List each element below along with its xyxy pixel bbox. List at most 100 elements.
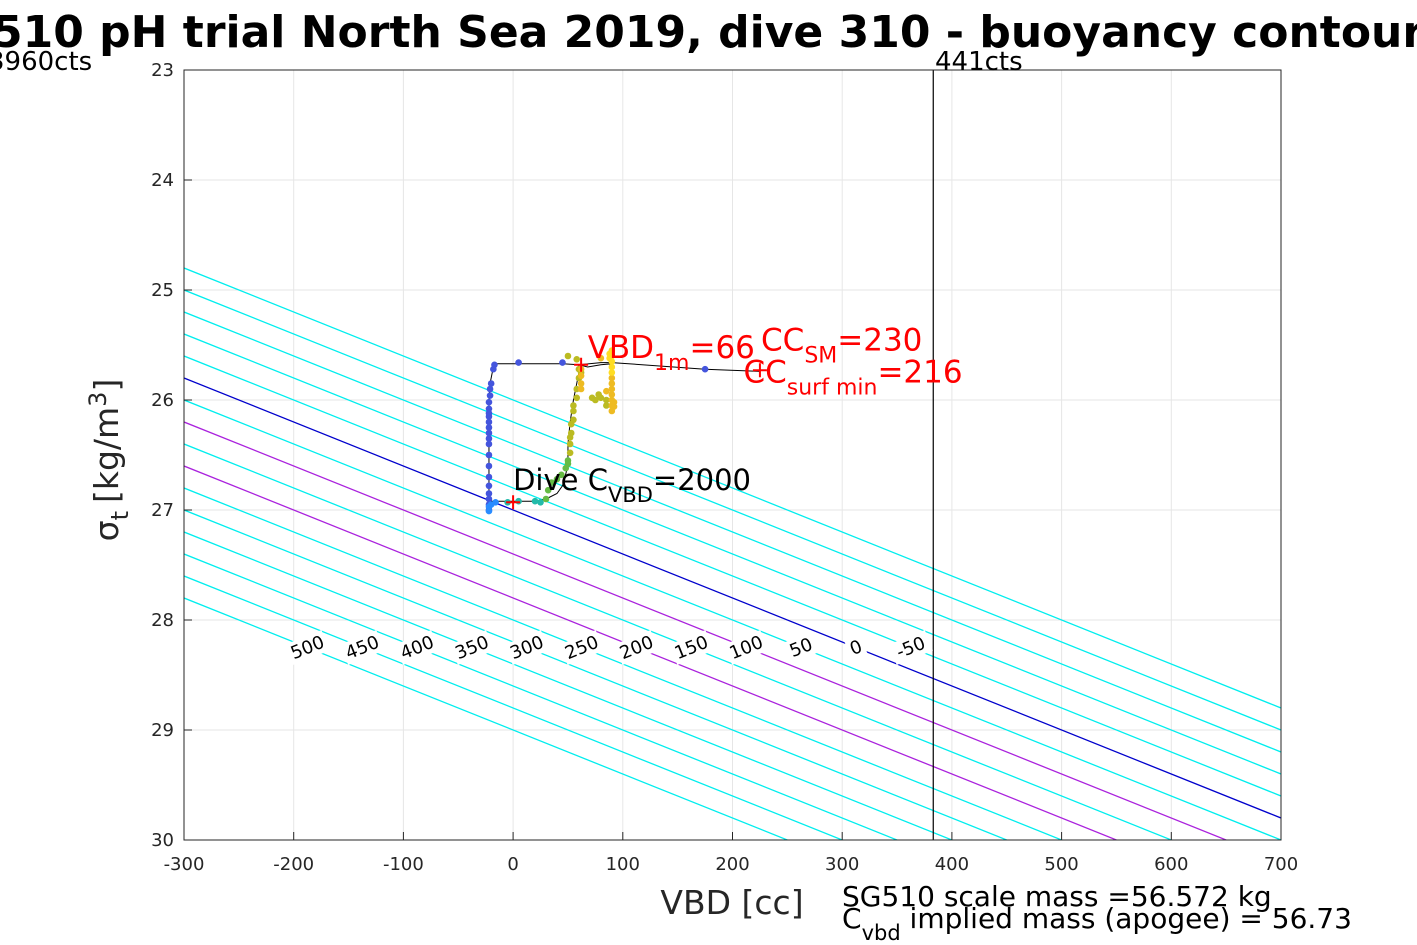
contour-label-bg-bottom-10 bbox=[340, 630, 385, 665]
data-point-5-3 bbox=[577, 385, 585, 393]
contour-line--250 bbox=[184, 267, 1281, 709]
dive-cvbd-main: Dive C bbox=[513, 463, 608, 497]
cc-sm-main: CC bbox=[761, 323, 804, 359]
data-point-5-1 bbox=[577, 372, 585, 380]
vbd-1m-annotation: VBD1m=66 bbox=[588, 330, 755, 376]
data-point-5-14 bbox=[603, 387, 610, 395]
data-point-0-6 bbox=[485, 462, 493, 470]
contour-label-bg-bottom-11 bbox=[285, 630, 330, 665]
contour-line-100 bbox=[184, 421, 1228, 840]
cc-surf-min-annotation: CCsurf min=216 bbox=[743, 354, 962, 400]
data-point-4-0 bbox=[566, 449, 574, 457]
contour-label-bottom-6: 250 bbox=[559, 630, 604, 665]
data-point-6-1 bbox=[608, 347, 616, 354]
marker-0 bbox=[574, 357, 589, 372]
data-points bbox=[485, 347, 709, 515]
y-axis-ticks: 23 24 25 26 27 28 29 30 bbox=[151, 60, 192, 851]
contour-label-bottom-1: 0 bbox=[843, 634, 868, 661]
cc-surf-value: =216 bbox=[877, 354, 962, 390]
vbd-1m-main: VBD bbox=[588, 330, 654, 366]
contour-line-400 bbox=[184, 553, 899, 840]
data-point-2-1 bbox=[515, 497, 522, 505]
y-axis-label-close: ] bbox=[87, 379, 126, 392]
x-tick-label-8: 500 bbox=[1044, 854, 1078, 875]
dive-cvbd-annotation: Dive CVBD=2000 bbox=[513, 463, 751, 507]
chart-title: 510 pH trial North Sea 2019, dive 310 - … bbox=[0, 7, 1417, 58]
data-point-2-3 bbox=[537, 499, 544, 506]
data-point-5-2 bbox=[577, 380, 585, 387]
contour-line-450 bbox=[184, 575, 844, 840]
x-tick-label-6: 300 bbox=[825, 854, 859, 875]
data-point-3-4 bbox=[558, 471, 565, 479]
data-point-0-8 bbox=[485, 440, 493, 448]
data-point-0-19 bbox=[487, 380, 495, 387]
data-point-0-9 bbox=[485, 435, 493, 442]
contour-label-bg-bottom-4 bbox=[669, 630, 714, 665]
data-point-0-4 bbox=[485, 482, 493, 490]
data-point-0-22 bbox=[515, 359, 522, 366]
data-point-4-13 bbox=[564, 352, 572, 360]
data-point-5-8 bbox=[608, 391, 616, 398]
data-point-6-4 bbox=[608, 363, 616, 371]
data-point-3-1 bbox=[544, 486, 552, 494]
marker-2 bbox=[752, 363, 767, 378]
data-point-4-8 bbox=[573, 394, 581, 402]
x-tick-label-7: 400 bbox=[935, 854, 969, 875]
data-point-0-3 bbox=[485, 490, 493, 497]
y-tick-label-3: 26 bbox=[151, 390, 174, 411]
x-tick-label-9: 600 bbox=[1154, 854, 1188, 875]
y-tick-label-1: 24 bbox=[151, 170, 174, 191]
data-point-0-10 bbox=[485, 429, 493, 437]
data-point-3-2 bbox=[548, 479, 555, 486]
data-point-0-11 bbox=[485, 424, 493, 431]
contour-line-250 bbox=[184, 487, 1064, 840]
data-point-4-5 bbox=[570, 416, 577, 424]
scale-mass-text: SG510 scale mass =56.572 kg bbox=[842, 880, 1272, 913]
implied-mass-rest: implied mass (apogee) = 56.73 bbox=[901, 902, 1352, 935]
data-point-4-1 bbox=[566, 440, 574, 448]
contour-line-350 bbox=[184, 531, 954, 840]
data-point-4-7 bbox=[570, 402, 577, 409]
cc-surf-sub: surf min bbox=[787, 375, 878, 400]
contour-label-bg-bottom-8 bbox=[449, 630, 495, 665]
contour-lines bbox=[184, 267, 1281, 840]
y-tick-label-4: 27 bbox=[151, 500, 174, 521]
data-point-0-17 bbox=[486, 392, 494, 399]
data-point-0-16 bbox=[485, 398, 493, 406]
x-tick-label-3: 0 bbox=[507, 854, 518, 875]
markers bbox=[506, 357, 767, 510]
data-point-2-2 bbox=[531, 497, 539, 505]
data-point-4-6 bbox=[570, 407, 577, 415]
contour-line--200 bbox=[184, 289, 1281, 731]
contour-label-bg-bottom-2 bbox=[783, 632, 819, 663]
marker-1 bbox=[506, 495, 521, 510]
data-point-0-12 bbox=[485, 418, 493, 426]
contour-label-bg-bottom-5 bbox=[614, 630, 659, 665]
y-tick-label-6: 29 bbox=[151, 720, 174, 741]
contour-label-bg-bottom-1 bbox=[843, 634, 868, 661]
contour-line-500 bbox=[184, 597, 790, 840]
data-point-4-15 bbox=[603, 396, 610, 404]
data-point-4-3 bbox=[567, 429, 575, 437]
contour-label-bg-bottom-6 bbox=[559, 630, 604, 665]
data-point-1-3 bbox=[492, 499, 499, 506]
contour-line-50 bbox=[184, 399, 1281, 840]
data-point-0-5 bbox=[485, 473, 493, 481]
y-tick-label-5: 28 bbox=[151, 610, 174, 631]
cc-sm-sub: SM bbox=[804, 344, 837, 369]
cc-surf-main: CC bbox=[743, 354, 786, 390]
y-tick-label-7: 30 bbox=[151, 830, 174, 851]
x-tick-label-1: -200 bbox=[273, 854, 314, 875]
y-tick-label-2: 25 bbox=[151, 280, 174, 301]
data-point-4-18 bbox=[592, 396, 599, 404]
data-point-3-7 bbox=[564, 457, 572, 464]
contour-label-bg-bottom-9 bbox=[394, 630, 440, 665]
y-axis-label-sup: 3 bbox=[84, 392, 112, 407]
data-point-4-20 bbox=[595, 391, 602, 398]
x-tick-label-10: 700 bbox=[1264, 854, 1298, 875]
data-point-0-15 bbox=[485, 405, 493, 413]
contour-line--50 bbox=[184, 355, 1281, 797]
data-point-5-5 bbox=[608, 374, 616, 382]
data-point-0-18 bbox=[486, 385, 494, 393]
